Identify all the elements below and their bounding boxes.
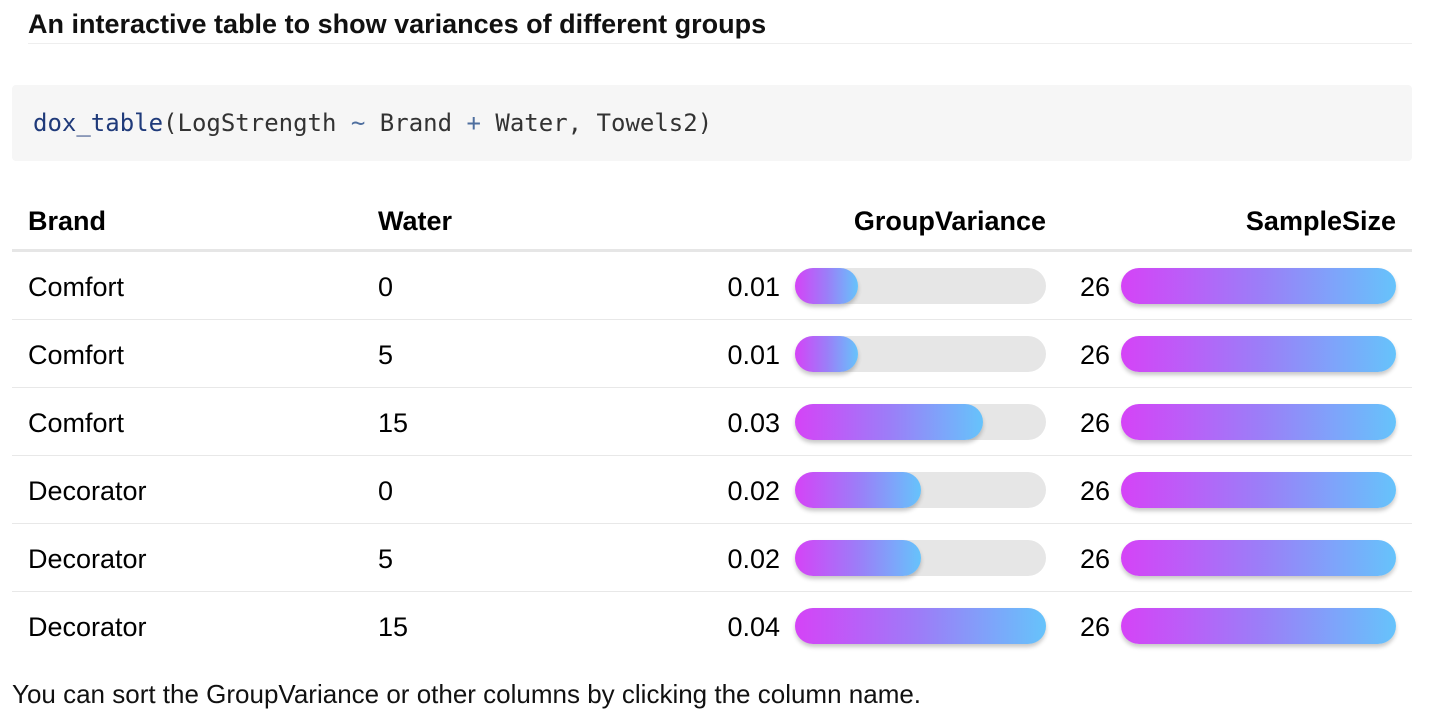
code-plus-operator: +	[466, 109, 481, 137]
column-header-water[interactable]: Water	[378, 206, 453, 236]
sample-size-bar-track	[1121, 472, 1396, 508]
brand-cell: Decorator	[28, 612, 147, 642]
group-variance-bar-track	[795, 268, 1046, 304]
water-cell: 15	[378, 408, 409, 438]
sample-size-bar-fill	[1121, 608, 1396, 644]
group-variance-value: 0.01	[727, 272, 780, 302]
code-response-variable: LogStrength	[177, 109, 351, 137]
sample-size-bar-fill	[1121, 404, 1396, 440]
table-row: Comfort 5 0.01 26	[12, 320, 1412, 388]
brand-cell: Comfort	[28, 408, 125, 438]
table-row: Decorator 15 0.04 26	[12, 592, 1412, 660]
table-body: Comfort 0 0.01 26 Comfort 5 0.01 26 Comfort 15 0.0…	[12, 252, 1412, 660]
group-variance-value: 0.02	[727, 544, 780, 574]
sample-size-bar-track	[1121, 268, 1396, 304]
code-tilde-operator: ~	[350, 109, 366, 137]
group-variance-bar-track	[795, 608, 1046, 644]
sample-size-bar-fill	[1121, 540, 1396, 576]
sample-size-value: 26	[1079, 544, 1110, 574]
brand-cell: Decorator	[28, 476, 147, 506]
code-block: dox_table(LogStrength ~ Brand + Water, T…	[12, 85, 1412, 161]
sample-size-bar-fill	[1121, 336, 1396, 372]
water-cell: 0	[378, 272, 394, 302]
group-variance-value: 0.01	[727, 340, 780, 370]
sample-size-value: 26	[1079, 612, 1110, 642]
sample-size-bar-track	[1121, 336, 1396, 372]
sample-size-value: 26	[1079, 408, 1110, 438]
group-variance-bar-fill	[795, 268, 858, 304]
brand-cell: Decorator	[28, 544, 147, 574]
water-cell: 15	[378, 612, 409, 642]
group-variance-value: 0.02	[727, 476, 780, 506]
group-variance-bar-track	[795, 472, 1046, 508]
group-variance-bar-track	[795, 540, 1046, 576]
group-variance-bar-fill	[795, 608, 1046, 644]
table-row: Comfort 15 0.03 26	[12, 388, 1412, 456]
sample-size-bar-track	[1121, 404, 1396, 440]
sample-size-bar-track	[1121, 608, 1396, 644]
code-function-name: dox_table	[33, 109, 164, 137]
sample-size-value: 26	[1079, 476, 1110, 506]
column-header-group-variance[interactable]: GroupVariance	[853, 206, 1046, 236]
table-row: Decorator 5 0.02 26	[12, 524, 1412, 592]
variance-table: Brand Water GroupVariance SampleSize Com…	[12, 187, 1412, 660]
group-variance-value: 0.04	[727, 612, 780, 642]
brand-cell: Comfort	[28, 272, 125, 302]
code-remaining-args: Water, Towels2)	[480, 109, 713, 137]
table-row: Decorator 0 0.02 26	[12, 456, 1412, 524]
footnote-text: You can sort the GroupVariance or other …	[12, 679, 922, 709]
group-variance-value: 0.03	[727, 408, 780, 438]
water-cell: 5	[378, 340, 394, 370]
group-variance-bar-fill	[795, 472, 921, 508]
sample-size-value: 26	[1079, 340, 1110, 370]
column-header-brand[interactable]: Brand	[28, 206, 107, 236]
sample-size-bar-fill	[1121, 472, 1396, 508]
group-variance-bar-track	[795, 404, 1046, 440]
sample-size-bar-fill	[1121, 268, 1396, 304]
group-variance-bar-track	[795, 336, 1046, 372]
group-variance-bar-fill	[795, 404, 984, 440]
sample-size-value: 26	[1079, 272, 1110, 302]
group-variance-bar-fill	[795, 540, 921, 576]
group-variance-bar-fill	[795, 336, 858, 372]
code-factor-brand: Brand	[365, 109, 467, 137]
table-header: Brand Water GroupVariance SampleSize	[12, 187, 1412, 252]
section-heading: An interactive table to show variances o…	[28, 6, 1412, 44]
sample-size-bar-track	[1121, 540, 1396, 576]
code-open-paren: (	[163, 109, 178, 137]
water-cell: 0	[378, 476, 394, 506]
table-row: Comfort 0 0.01 26	[12, 252, 1412, 320]
brand-cell: Comfort	[28, 340, 125, 370]
column-header-sample-size[interactable]: SampleSize	[1245, 206, 1396, 236]
water-cell: 5	[378, 544, 394, 574]
